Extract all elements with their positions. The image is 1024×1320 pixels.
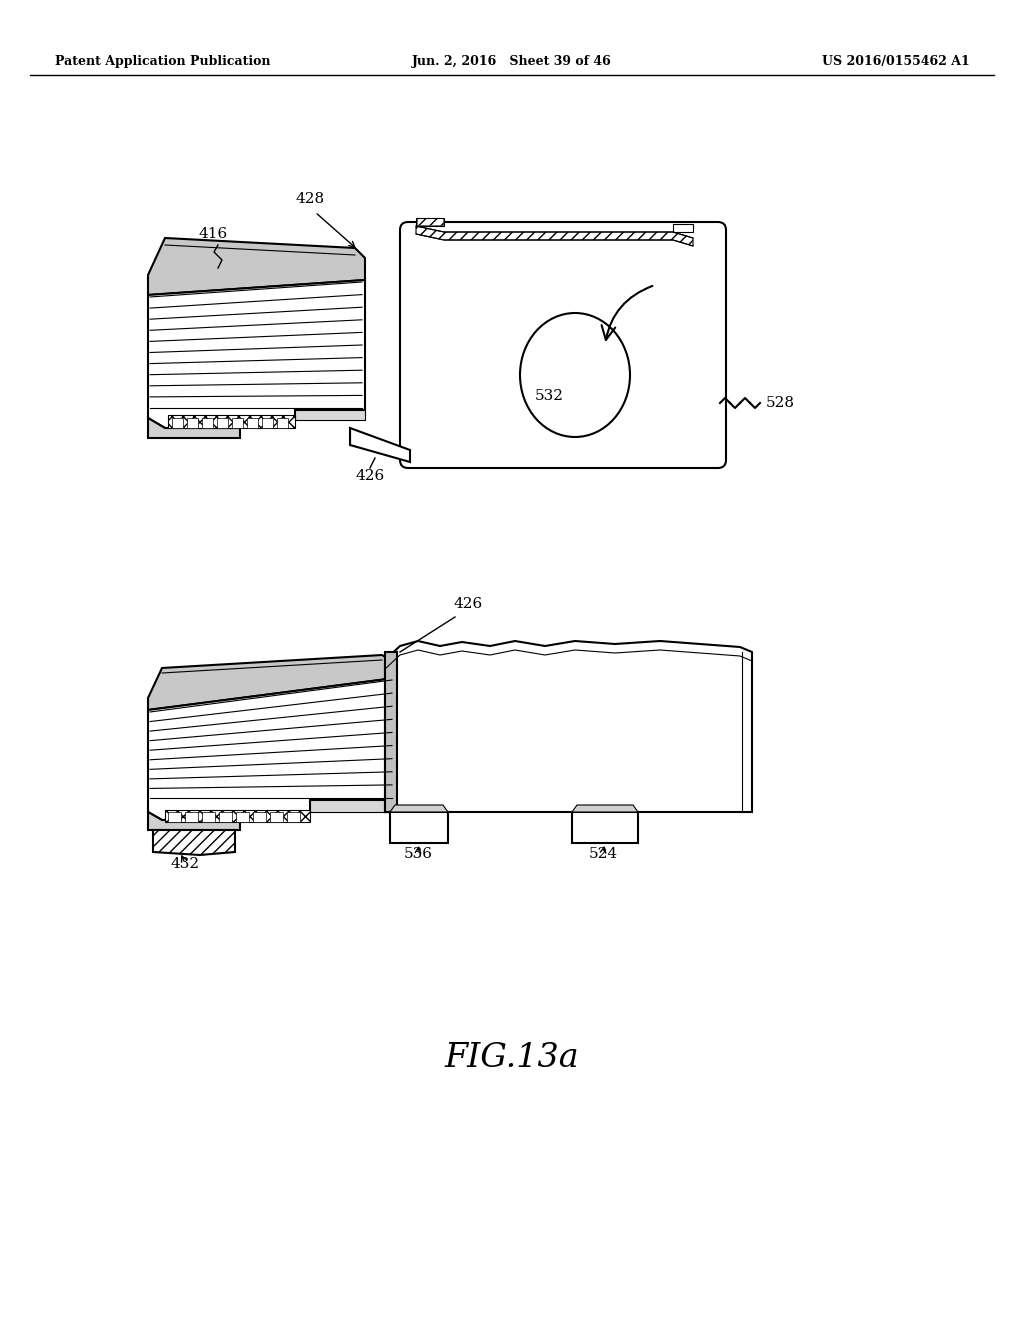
Text: Jun. 2, 2016   Sheet 39 of 46: Jun. 2, 2016 Sheet 39 of 46: [412, 55, 612, 69]
Polygon shape: [310, 800, 395, 812]
Bar: [416, 218, 444, 226]
Polygon shape: [148, 238, 365, 294]
FancyBboxPatch shape: [400, 222, 726, 469]
Bar: [219, 812, 232, 822]
FancyArrowPatch shape: [601, 286, 652, 341]
Text: 416: 416: [199, 227, 227, 242]
Bar: [278, 418, 288, 428]
Text: Patent Application Publication: Patent Application Publication: [55, 55, 270, 69]
Polygon shape: [385, 642, 752, 812]
Bar: [202, 418, 213, 428]
Polygon shape: [165, 810, 310, 822]
Bar: [253, 812, 266, 822]
Polygon shape: [295, 411, 365, 420]
Polygon shape: [148, 812, 240, 830]
Polygon shape: [153, 830, 234, 855]
Bar: [673, 224, 693, 232]
Text: 426: 426: [355, 469, 385, 483]
Polygon shape: [350, 428, 410, 462]
Bar: [185, 812, 198, 822]
Text: 524: 524: [589, 847, 617, 861]
Text: 536: 536: [403, 847, 432, 861]
Bar: [172, 418, 183, 428]
Text: 528: 528: [766, 396, 795, 411]
Text: 426: 426: [454, 597, 482, 611]
Polygon shape: [148, 678, 395, 820]
Polygon shape: [148, 655, 395, 710]
Polygon shape: [148, 280, 365, 428]
Bar: [247, 418, 258, 428]
Bar: [390, 812, 449, 843]
Bar: [270, 812, 283, 822]
Bar: [168, 812, 181, 822]
Bar: [202, 812, 215, 822]
Bar: [236, 812, 249, 822]
Bar: [187, 418, 198, 428]
Polygon shape: [390, 805, 449, 812]
Polygon shape: [572, 805, 638, 812]
Bar: [385, 652, 397, 812]
Bar: [572, 812, 638, 843]
Text: US 2016/0155462 A1: US 2016/0155462 A1: [822, 55, 970, 69]
Polygon shape: [148, 418, 240, 438]
Text: 428: 428: [296, 191, 325, 206]
Bar: [217, 418, 228, 428]
Bar: [232, 418, 243, 428]
Bar: [287, 812, 300, 822]
Text: 432: 432: [170, 857, 200, 871]
Bar: [262, 418, 273, 428]
Text: FIG.13a: FIG.13a: [444, 1041, 580, 1074]
Bar: [417, 218, 443, 224]
Polygon shape: [168, 414, 295, 428]
Text: 532: 532: [535, 389, 564, 403]
